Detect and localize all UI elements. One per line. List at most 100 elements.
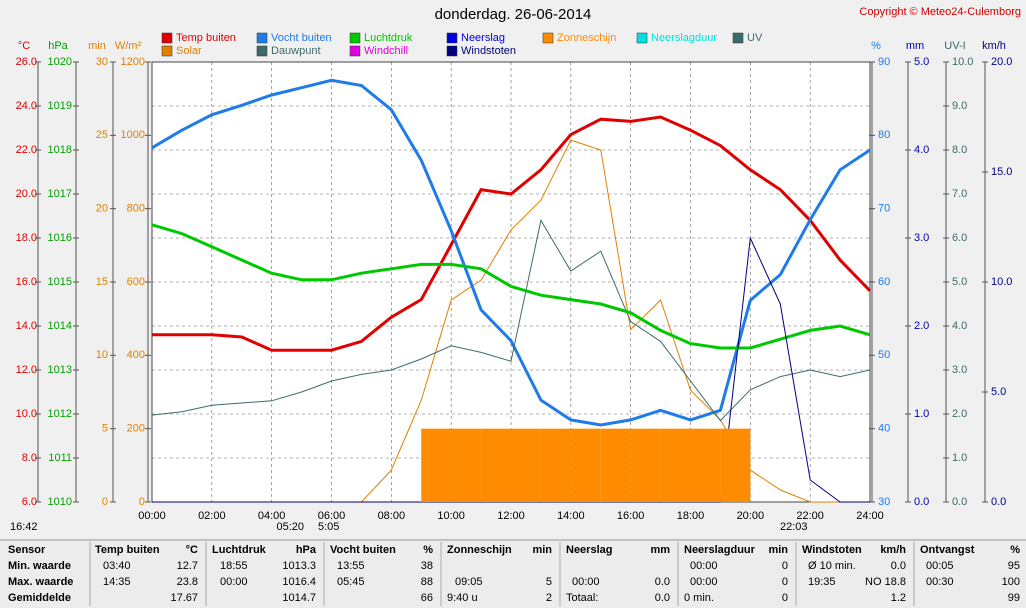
axis-label: min	[88, 40, 106, 52]
y-tick-label: 9.0	[952, 100, 967, 112]
y-tick-label: 80	[878, 129, 890, 141]
x-tick-label: 22:00	[796, 510, 824, 522]
y-tick-label: 14.0	[16, 320, 37, 332]
y-tick-label: 0.0	[991, 496, 1006, 508]
table-cell: 38	[421, 560, 433, 572]
legend-label: Neerslagduur	[651, 32, 717, 44]
legend-swatch	[542, 32, 554, 44]
table-cell: 0.0	[655, 576, 670, 588]
axis-label: mm	[906, 40, 924, 52]
y-tick-label: 60	[878, 276, 890, 288]
table-header: Neerslag	[566, 544, 612, 556]
table-cell: 00:00	[220, 576, 248, 588]
x-tick-label: 10:00	[437, 510, 465, 522]
bar	[451, 428, 482, 502]
table-header: hPa	[296, 544, 317, 556]
x-tick-label: 14:00	[557, 510, 585, 522]
bar	[570, 428, 601, 502]
y-tick-label: 6.0	[22, 496, 37, 508]
legend-label: Neerslag	[461, 32, 505, 44]
bar	[660, 428, 691, 502]
y-tick-label: 10	[96, 349, 108, 361]
y-tick-label: 20.0	[991, 56, 1012, 68]
table-row-label: Gemiddelde	[8, 592, 71, 604]
table-cell: Totaal:	[566, 592, 598, 604]
y-tick-label: 24.0	[16, 100, 37, 112]
y-tick-label: 1015	[48, 276, 72, 288]
series-line	[151, 219, 871, 422]
y-tick-label: 0	[102, 496, 108, 508]
y-tick-label: 30	[96, 56, 108, 68]
axis-label: km/h	[982, 40, 1006, 52]
table-header: Ontvangst	[920, 544, 975, 556]
table-cell: Ø 10 min.	[808, 560, 856, 572]
legend-label: Windchill	[364, 45, 408, 57]
table-header: min	[532, 544, 552, 556]
table-cell: 18:55	[220, 560, 248, 572]
y-tick-label: 2.0	[952, 408, 967, 420]
table-header: Vocht buiten	[330, 544, 396, 556]
table-cell: 09:05	[455, 576, 483, 588]
y-tick-label: 1200	[121, 56, 145, 68]
annotation: 05:20	[276, 521, 304, 533]
y-tick-label: 1017	[48, 188, 72, 200]
series-line	[151, 223, 871, 350]
y-tick-label: 12.0	[16, 364, 37, 376]
table-cell: 00:30	[926, 576, 954, 588]
y-tick-label: 4.0	[952, 320, 967, 332]
x-tick-label: 16:00	[617, 510, 645, 522]
legend-swatch	[446, 45, 458, 57]
y-tick-label: 1010	[48, 496, 72, 508]
table-cell: 00:00	[690, 560, 718, 572]
x-tick-label: 04:00	[258, 510, 286, 522]
table-header: Luchtdruk	[212, 544, 267, 556]
y-tick-label: 1014	[48, 320, 72, 332]
table-header: Zonneschijn	[447, 544, 512, 556]
legend-label: Vocht buiten	[271, 32, 332, 44]
y-tick-label: 8.0	[22, 452, 37, 464]
y-tick-label: 20.0	[16, 188, 37, 200]
legend-swatch	[349, 32, 361, 44]
axis-label: W/m²	[115, 40, 142, 52]
table-header: %	[1010, 544, 1020, 556]
table-cell: 88	[421, 576, 433, 588]
y-tick-label: 70	[878, 203, 890, 215]
x-tick-label: 20:00	[737, 510, 765, 522]
y-tick-label: 18.0	[16, 232, 37, 244]
annotation: 5:05	[318, 521, 339, 533]
legend-label: Zonneschijn	[557, 32, 616, 44]
table-header: °C	[186, 544, 198, 556]
series-line	[152, 115, 872, 352]
y-tick-label: 1012	[48, 408, 72, 420]
y-tick-label: 5.0	[991, 386, 1006, 398]
table-cell: 0	[782, 560, 788, 572]
axis-label: hPa	[48, 40, 68, 52]
y-tick-label: 1016	[48, 232, 72, 244]
copyright: Copyright © Meteo24-Culemborg	[859, 6, 1021, 18]
table-cell: 00:05	[926, 560, 954, 572]
annotation: 16:42	[10, 521, 38, 533]
table-cell: 12.7	[177, 560, 198, 572]
table-cell: 1013.3	[282, 560, 316, 572]
y-tick-label: 3.0	[914, 232, 929, 244]
y-tick-label: 600	[127, 276, 145, 288]
table-cell: 2	[546, 592, 552, 604]
table-bg	[0, 538, 1026, 608]
table-cell: NO 18.8	[865, 576, 906, 588]
table-cell: 0 min.	[684, 592, 714, 604]
table-cell: 17.67	[170, 592, 198, 604]
y-tick-label: 200	[127, 423, 145, 435]
table-cell: 9:40 u	[447, 592, 478, 604]
table-cell: 0.0	[891, 560, 906, 572]
y-tick-label: 8.0	[952, 144, 967, 156]
table-header: Sensor	[8, 544, 46, 556]
y-tick-label: 6.0	[952, 232, 967, 244]
table-cell: 1.2	[891, 592, 906, 604]
y-tick-label: 10.0	[952, 56, 973, 68]
y-tick-label: 16.0	[16, 276, 37, 288]
y-tick-label: 25	[96, 129, 108, 141]
table-cell: 99	[1008, 592, 1020, 604]
x-tick-label: 18:00	[677, 510, 705, 522]
y-tick-label: 5.0	[952, 276, 967, 288]
